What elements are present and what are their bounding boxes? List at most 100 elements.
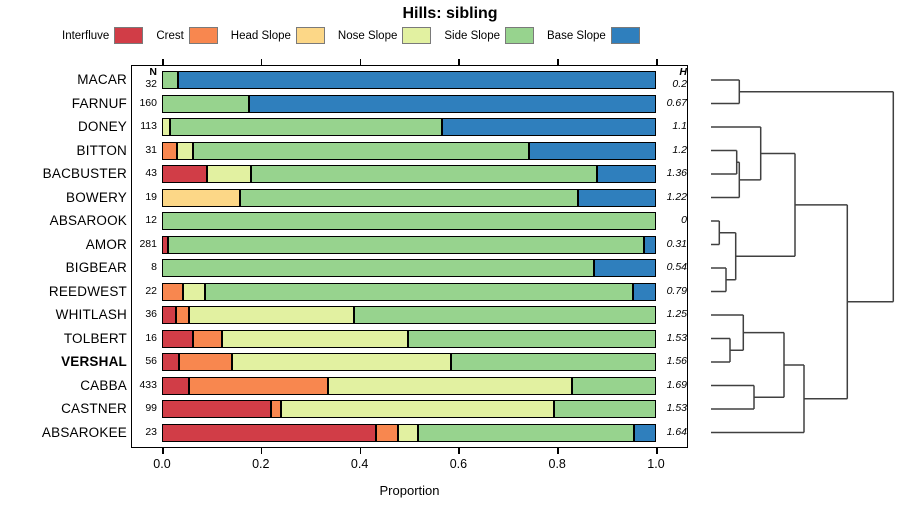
h-value: 1.25: [666, 308, 687, 320]
row-label: ABSAROOK: [49, 213, 127, 228]
legend-color-swatch: [188, 27, 218, 44]
row-label: TOLBERT: [63, 330, 127, 346]
h-value: 1.53: [666, 402, 687, 414]
h-value: 1.2: [672, 143, 687, 156]
bar-segment-nose-slope: [280, 400, 555, 418]
legend-item: Side Slope: [444, 27, 534, 44]
bar-segment-nose-slope: [397, 423, 419, 442]
legend-color-swatch: [610, 27, 640, 44]
bar-segment-side-slope: [418, 423, 634, 442]
n-value: 23: [145, 425, 157, 438]
bar-segment-base-slope: [249, 94, 656, 113]
axis-tick-label: 1.0: [647, 457, 665, 471]
bar-segment-interfluve: [162, 353, 179, 371]
bar-segment-crest: [162, 282, 183, 301]
n-value: N 32: [145, 66, 157, 90]
h-value: 1.64: [666, 425, 687, 438]
axis-tick: [458, 448, 460, 454]
plot-box: [131, 65, 688, 448]
axis-tick-label: 0.2: [252, 457, 270, 471]
axis-tick: [557, 448, 559, 454]
bar-segment-side-slope: [162, 259, 595, 277]
bar-segment-side-slope: [205, 282, 634, 301]
legend-label: Nose Slope: [337, 29, 398, 42]
bar-segment-interfluve: [162, 235, 169, 254]
bar-segment-nose-slope: [222, 329, 408, 348]
n-value: 281: [139, 237, 157, 250]
bar: [162, 141, 656, 160]
axis-tick: [557, 59, 559, 65]
bar-segment-base-slope: [633, 282, 656, 301]
bar: [162, 259, 656, 277]
bar-segment-interfluve: [162, 400, 272, 418]
h-value: 1.36: [666, 167, 687, 179]
bar-segment-crest: [189, 376, 328, 395]
n-value: 12: [145, 214, 157, 226]
bar-segment-crest: [175, 306, 189, 324]
legend-label: Crest: [156, 29, 184, 42]
h-value: 1.69: [666, 378, 687, 391]
n-value: 56: [145, 355, 157, 367]
chart-title: Hills: sibling: [402, 5, 498, 22]
h-column-header: H: [679, 66, 687, 78]
bar-segment-side-slope: [572, 376, 656, 395]
axis-tick-label: 0.6: [449, 457, 468, 471]
row-label: WHITLASH: [55, 307, 127, 322]
bar-segment-crest: [375, 423, 398, 442]
bar-segment-crest: [271, 400, 281, 418]
axis-tick: [656, 448, 658, 454]
bar-segment-side-slope: [162, 71, 178, 89]
bar: [162, 118, 656, 136]
axis-tick: [260, 448, 263, 454]
h-value: 1.56: [666, 355, 687, 367]
row-label: CASTNER: [61, 401, 127, 416]
axis-tick: [162, 59, 164, 65]
bar-segment-base-slope: [594, 259, 656, 277]
bar-segment-nose-slope: [182, 282, 206, 301]
axis-tick: [359, 59, 362, 65]
bar-segment-base-slope: [577, 188, 656, 207]
bar-segment-base-slope: [596, 165, 656, 183]
bar-segment-side-slope: [162, 94, 250, 113]
n-value: 36: [145, 308, 157, 320]
h-value: 0: [681, 214, 687, 226]
bar-segment-nose-slope: [162, 118, 170, 136]
bar: [162, 94, 656, 113]
bar-segment-crest: [162, 141, 177, 160]
row-label: VERSHAL: [61, 354, 127, 369]
n-value: 8: [151, 261, 157, 273]
n-value: 22: [145, 284, 157, 297]
bar-segment-side-slope: [407, 329, 656, 348]
bar-segment-nose-slope: [188, 306, 355, 324]
axis-tick: [359, 448, 362, 454]
h-value: 0.31: [666, 237, 687, 250]
bar-segment-interfluve: [162, 423, 376, 442]
axis-tick: [656, 59, 658, 65]
bar: [162, 282, 656, 301]
bar-segment-base-slope: [633, 423, 656, 442]
legend-color-swatch: [402, 27, 432, 44]
axis-tick-label: 0.4: [350, 457, 369, 471]
axis-tick: [162, 448, 164, 454]
legend-color-swatch: [295, 27, 325, 44]
n-column-header: N: [149, 66, 157, 78]
bar: [162, 353, 656, 371]
bar-segment-interfluve: [162, 306, 176, 324]
bar: [162, 423, 656, 442]
bar: [162, 329, 656, 348]
h-value: H 0.2: [672, 66, 687, 90]
row-label: DONEY: [77, 119, 127, 134]
bar-segment-base-slope: [643, 235, 656, 254]
row-label: MACAR: [77, 72, 127, 87]
n-value: 433: [139, 378, 157, 391]
bar-segment-side-slope: [451, 353, 656, 371]
bar: [162, 165, 656, 183]
n-value: 160: [139, 96, 157, 109]
legend-item: Crest: [156, 27, 218, 44]
legend-label: Interfluve: [62, 29, 110, 42]
h-value: 0.79: [666, 284, 687, 297]
n-value: 113: [140, 120, 157, 132]
x-axis-label: Proportion: [379, 483, 440, 498]
bar: [162, 376, 656, 395]
